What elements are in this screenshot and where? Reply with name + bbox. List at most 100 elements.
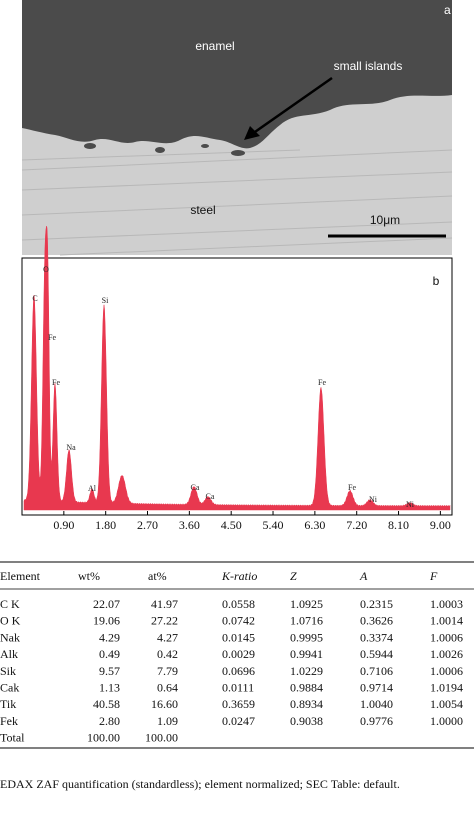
table-cell: 27.22	[151, 614, 178, 628]
table-cell: 16.60	[151, 697, 178, 711]
table-cell: 2.80	[99, 714, 120, 728]
table-cell: 1.0003	[430, 597, 463, 611]
peak-label: Ca	[191, 483, 200, 492]
table-cell: 0.9776	[360, 714, 393, 728]
table-cell: 0.9884	[290, 681, 323, 695]
table-cell: 4.27	[157, 630, 178, 644]
table-cell: 0.9038	[290, 714, 323, 728]
table-cell: 1.0716	[290, 614, 323, 628]
table-header: at%	[148, 569, 167, 583]
x-tick-label: 0.90	[53, 518, 74, 532]
peak-label: C	[32, 294, 37, 303]
table-cell: 19.06	[93, 614, 120, 628]
table-header: K-ratio	[221, 569, 257, 583]
table-cell: 0.0742	[222, 614, 255, 628]
spectrum-area	[23, 226, 451, 511]
x-tick-label: 4.50	[221, 518, 242, 532]
table-cell: Fek	[0, 714, 18, 728]
table-cell: 41.97	[151, 597, 178, 611]
x-tick-label: 2.70	[137, 518, 158, 532]
table-cell: 0.49	[99, 647, 120, 661]
table-cell: 0.3626	[360, 614, 393, 628]
table-cell: 1.0194	[430, 681, 463, 695]
peak-label: Fe	[318, 378, 326, 387]
table-cell: 100.00	[145, 731, 178, 745]
table-cell: 0.5944	[360, 647, 393, 661]
table-cell: Total	[0, 731, 25, 745]
table-cell: 1.09	[157, 714, 178, 728]
x-tick-label: 5.40	[263, 518, 284, 532]
table-cell: 1.0006	[430, 630, 463, 644]
scale-label: 10μm	[370, 213, 400, 227]
table-cell: 0.8934	[290, 697, 323, 711]
panel-label: a	[444, 3, 451, 17]
peak-label: Na	[66, 443, 76, 452]
table-cell: 0.42	[157, 647, 178, 661]
peak-label: Ni	[369, 495, 378, 504]
table-cell: Sik	[0, 664, 16, 678]
table-cell: 0.64	[157, 681, 178, 695]
panel-label: b	[433, 274, 440, 288]
spectrum-frame	[21, 257, 453, 516]
peak-label: Fe	[48, 333, 56, 342]
table-header: Z	[290, 569, 297, 583]
x-tick-label: 8.10	[388, 518, 409, 532]
table-header: A	[359, 569, 368, 583]
table-cell: O K	[0, 614, 21, 628]
peak-label: Fe	[52, 378, 60, 387]
table-header: F	[429, 569, 438, 583]
peak-label: Si	[102, 296, 109, 305]
table-cell: 4.29	[99, 630, 120, 644]
table-cell: 0.0145	[222, 630, 255, 644]
table-header: Element	[0, 569, 41, 583]
table-cell: 9.57	[99, 664, 120, 678]
label-enamel: enamel	[195, 39, 234, 53]
table: Element wt% at% K-ratio Z A F C K 22.07 41.97 0.05…	[0, 569, 463, 745]
table-cell: 1.13	[99, 681, 120, 695]
table-cell: 0.0247	[222, 714, 255, 728]
peak-label: Al	[88, 484, 97, 493]
table-cell: 1.0000	[430, 714, 463, 728]
table-cell: 1.0925	[290, 597, 323, 611]
peak-label: Ca	[206, 492, 215, 501]
peak-label: Ni	[406, 500, 415, 509]
x-tick-label: 3.60	[179, 518, 200, 532]
table-cell: 0.0029	[222, 647, 255, 661]
peak-label: O	[43, 265, 49, 274]
table-cell: C K	[0, 597, 20, 611]
table-cell: 1.0014	[430, 614, 463, 628]
x-tick-label: 1.80	[95, 518, 116, 532]
label-steel: steel	[190, 203, 215, 217]
table-cell: 100.00	[87, 731, 120, 745]
table-cell: 1.0006	[430, 664, 463, 678]
table-cell: 1.0229	[290, 664, 323, 678]
caption: EDAX ZAF quantification (standardless); …	[0, 777, 400, 791]
table-cell: 7.79	[157, 664, 178, 678]
table-cell: 40.58	[93, 697, 120, 711]
table-cell: Cak	[0, 681, 19, 695]
table-cell: Alk	[0, 647, 18, 661]
table-cell: 0.7106	[360, 664, 393, 678]
table-cell: 0.0558	[222, 597, 255, 611]
spectrum: 0.90 1.80 2.70 3.60 4.50 5.40 6.30 7.20 8.10 9.00…	[23, 226, 451, 532]
annotation: small islands	[334, 59, 403, 73]
table-cell: 1.0054	[430, 697, 463, 711]
table-cell: 0.9714	[360, 681, 393, 695]
x-tick-label: 7.20	[346, 518, 367, 532]
table-cell: 0.9941	[290, 647, 323, 661]
x-tick-label: 6.30	[304, 518, 325, 532]
table-cell: 1.0040	[360, 697, 393, 711]
x-tick-label: 9.00	[430, 518, 451, 532]
table-cell: 0.2315	[360, 597, 393, 611]
table-cell: 0.0696	[222, 664, 255, 678]
table-cell: 0.3374	[360, 630, 393, 644]
caption-box: EDAX ZAF quantification (standardless); …	[0, 777, 400, 791]
peak-label: Fe	[348, 483, 356, 492]
table-cell: Nak	[0, 630, 20, 644]
table-cell: 0.9995	[290, 630, 323, 644]
table-cell: 1.0026	[430, 647, 463, 661]
table-cell: 0.0111	[222, 681, 254, 695]
table-cell: 22.07	[93, 597, 120, 611]
table-header: wt%	[78, 569, 100, 583]
